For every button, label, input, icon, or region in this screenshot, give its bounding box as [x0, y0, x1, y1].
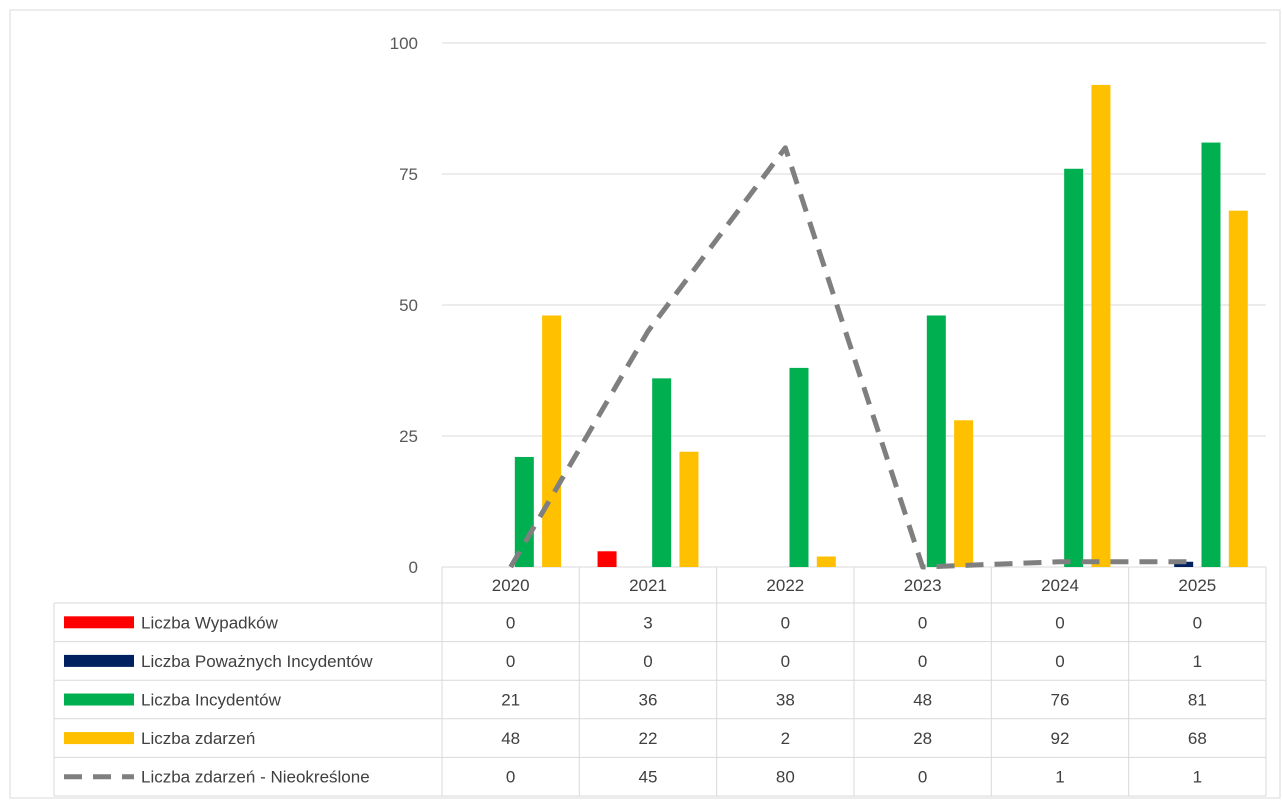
- x-tick-label: 2020: [492, 576, 530, 595]
- x-tick-label: 2024: [1041, 576, 1079, 595]
- y-tick-label: 100: [390, 34, 418, 53]
- data-table-value: 92: [1051, 729, 1070, 748]
- data-table-value: 0: [1055, 613, 1064, 632]
- data-table-value: 48: [501, 729, 520, 748]
- bar: [789, 367, 809, 567]
- bar: [1228, 210, 1248, 567]
- data-table-value: 1: [1193, 652, 1202, 671]
- chart-border: [9, 9, 1281, 799]
- data-table-value: 0: [918, 613, 927, 632]
- data-table-value: 38: [776, 691, 795, 710]
- x-tick-label: 2025: [1178, 576, 1216, 595]
- bar: [597, 551, 617, 567]
- legend-label: Liczba Poważnych Incydentów: [141, 652, 373, 671]
- data-table-value: 0: [781, 652, 790, 671]
- dashed-line-series: [508, 145, 1198, 570]
- legend-label: Liczba zdarzeń: [141, 729, 255, 748]
- data-table-value: 22: [639, 729, 658, 748]
- data-table-value: 76: [1051, 691, 1070, 710]
- data-table-value: 21: [501, 691, 520, 710]
- legend-label: Liczba zdarzeń - Nieokreślone: [141, 768, 370, 787]
- bar: [1174, 561, 1194, 567]
- data-table-value: 81: [1188, 691, 1207, 710]
- data-table-value: 45: [639, 768, 658, 787]
- bar: [1201, 142, 1221, 567]
- bar: [954, 420, 974, 567]
- data-table-value: 0: [1055, 652, 1064, 671]
- data-table-value: 1: [1055, 768, 1064, 787]
- legend-key: [64, 654, 134, 667]
- legend-label: Liczba Incydentów: [141, 691, 282, 710]
- bars: [514, 84, 1248, 568]
- bar: [1064, 168, 1084, 567]
- data-table-value: 0: [1193, 613, 1202, 632]
- data-table-value: 0: [918, 768, 927, 787]
- data-table-value: 36: [639, 691, 658, 710]
- data-table-value: 0: [506, 768, 515, 787]
- bar: [542, 315, 562, 567]
- data-table-value: 2: [781, 729, 790, 748]
- data-table-value: 1: [1193, 768, 1202, 787]
- data-table-grid: [53, 566, 1267, 797]
- data-table-value: 0: [781, 613, 790, 632]
- data-table-value: 0: [506, 652, 515, 671]
- bar: [816, 556, 836, 567]
- y-tick-label: 50: [399, 296, 418, 315]
- bar: [679, 451, 699, 567]
- legend-label: Liczba Wypadków: [141, 613, 279, 632]
- y-tick-label: 75: [399, 165, 418, 184]
- x-tick-label: 2022: [766, 576, 804, 595]
- x-tick-label: 2021: [629, 576, 667, 595]
- legend-key: [64, 616, 134, 629]
- y-tick-label: 0: [409, 558, 418, 577]
- data-table-value: 68: [1188, 729, 1207, 748]
- series-line: [508, 145, 1198, 570]
- data-table-value: 48: [913, 691, 932, 710]
- bar: [652, 378, 672, 567]
- data-table-value: 80: [776, 768, 795, 787]
- y-tick-label: 25: [399, 427, 418, 446]
- data-table-value: 3: [643, 613, 652, 632]
- bar: [1091, 84, 1111, 568]
- legend-key: [64, 693, 134, 706]
- gridlines: [442, 42, 1266, 437]
- data-table-value: 28: [913, 729, 932, 748]
- data-table-value: 0: [918, 652, 927, 671]
- data-table-value: 0: [643, 652, 652, 671]
- bar: [926, 315, 946, 567]
- data-table-value: 0: [506, 613, 515, 632]
- x-tick-label: 2023: [904, 576, 942, 595]
- y-axis: 0 25 50 75 100: [390, 34, 418, 577]
- legend-key: [64, 732, 134, 745]
